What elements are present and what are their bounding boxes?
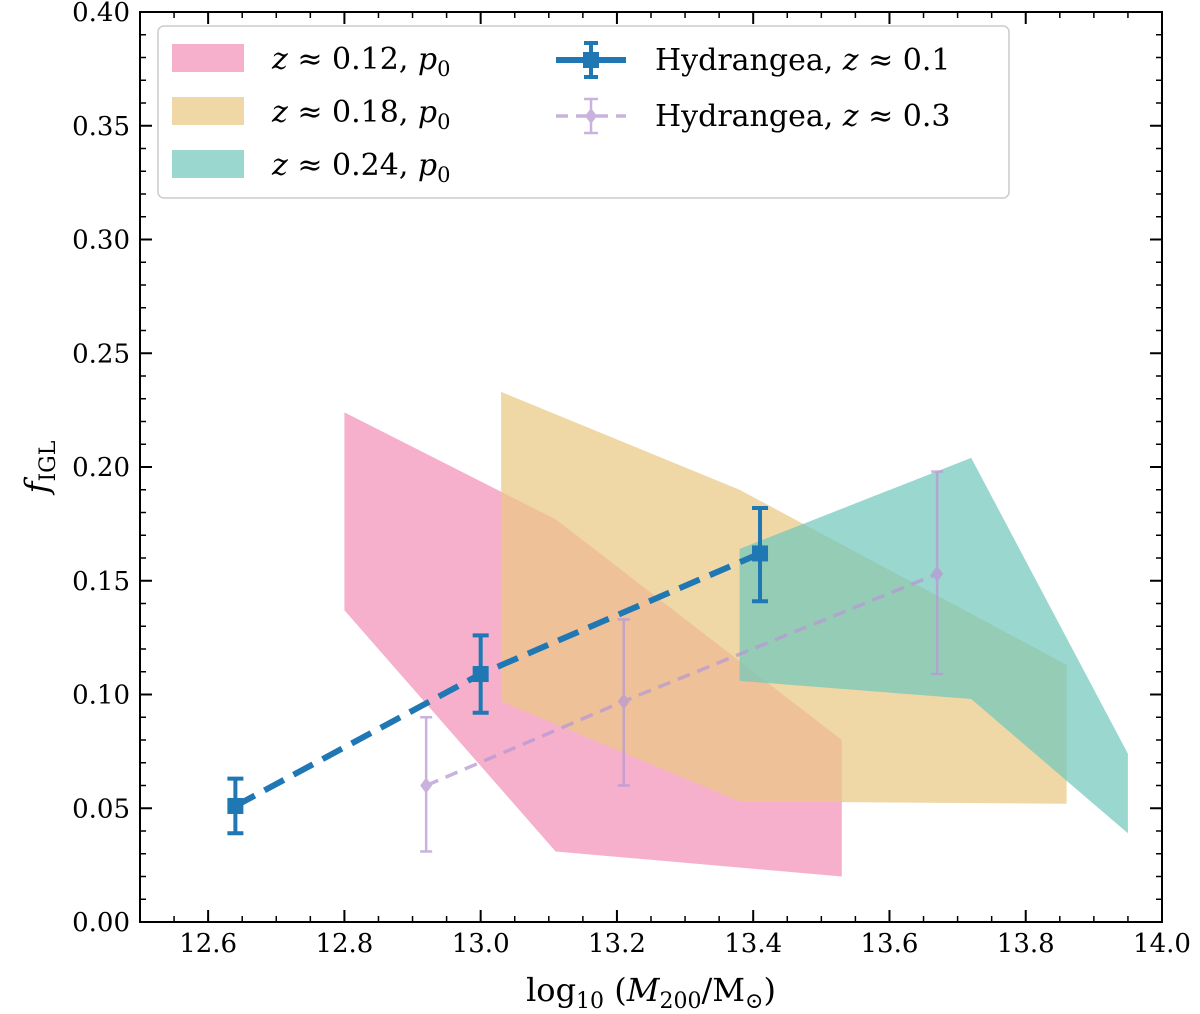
x-tick-label: 13.0 [452,929,510,959]
y-axis-label: fIGL [18,440,61,495]
legend-series-marker-0 [556,41,626,79]
y-tick-label: 0.00 [72,908,130,938]
legend-frame [157,25,1010,199]
point-1-2 [931,565,944,582]
series-1 [420,470,944,853]
x-tick-label: 13.6 [861,929,919,959]
x-tick-label: 13.8 [997,929,1055,959]
y-tick-label: 0.20 [72,453,130,483]
legend-swatch-0 [172,44,244,72]
legend-point-1 [585,108,597,124]
x-tick-label: 12.6 [179,929,237,959]
legend-label-1: z ≈ 0.18, p0 [271,95,450,134]
y-tick-label: 0.35 [72,112,130,142]
y-tick-label: 0.10 [72,681,130,711]
y-tick-label: 0.40 [72,0,130,28]
point-0-2 [752,545,769,562]
x-tick-label: 13.2 [588,929,646,959]
point-0-0 [227,797,244,814]
legend-bands: z ≈ 0.12, p0 z ≈ 0.18, p0 z ≈ 0.24, p0 [172,42,450,187]
x-tick-label: 14.0 [1133,929,1191,959]
y-tick-label: 0.25 [72,339,130,369]
bands-layer [344,391,1128,877]
band-2 [739,457,1128,834]
y-tick-label: 0.15 [72,567,130,597]
point-0-1 [472,666,489,683]
x-tick-label: 13.4 [724,929,782,959]
y-tick-label: 0.05 [72,794,130,824]
legend-series-marker-1 [556,97,626,135]
legend-point-0 [583,52,599,68]
point-1-1 [617,693,630,710]
legend-label-0: z ≈ 0.12, p0 [271,42,450,81]
ticks-layer: 12.6 12.8 13.0 13.2 13.4 13.6 13.8 14.0 0.00 0.05… [72,0,1191,959]
x-tick-label: 12.8 [315,929,373,959]
x-axis-label: log10 (M200/M⊙) [526,971,776,1014]
series-0 [227,505,769,836]
legend-series-label-0: Hydrangea, z ≈ 0.1 [655,43,951,78]
y-tick-label: 0.30 [72,226,130,256]
legend-series-label-1: Hydrangea, z ≈ 0.3 [655,99,951,134]
point-1-0 [420,777,433,794]
legend-swatch-2 [172,150,244,178]
legend-series: Hydrangea, z ≈ 0.1 Hydrangea, z ≈ 0.3 [556,41,951,135]
legend: z ≈ 0.12, p0 z ≈ 0.18, p0 z ≈ 0.24, p0 Hyd… [157,25,1010,199]
legend-swatch-1 [172,97,244,125]
series-layer [227,470,944,853]
legend-label-2: z ≈ 0.24, p0 [271,148,450,187]
